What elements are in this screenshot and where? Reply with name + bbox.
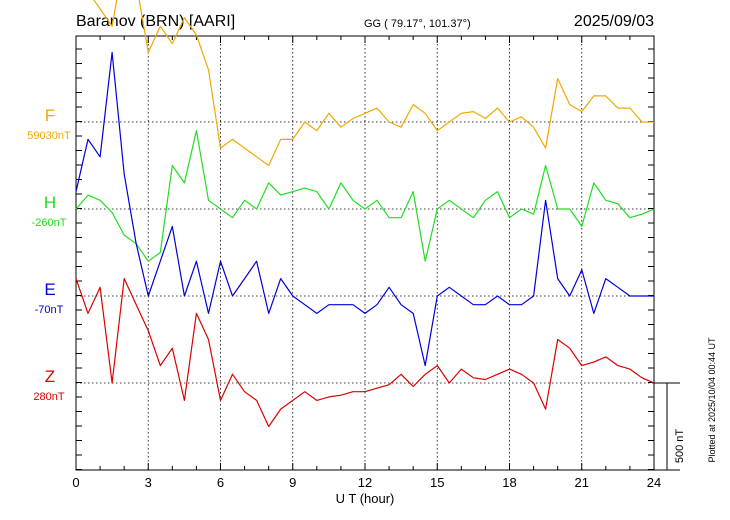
- plotted-timestamp: Plotted at 2025/10/04 00:44 UT: [707, 337, 717, 463]
- series-line-z: [75, 278, 655, 428]
- plot-date: 2025/09/03: [574, 13, 654, 30]
- series-labels: F 59030nT H -260nT E -70nT Z 280nT: [27, 106, 71, 403]
- series-name-e: E: [44, 280, 55, 299]
- x-tick-label: 15: [430, 475, 444, 490]
- x-tick-label: 6: [217, 475, 224, 490]
- x-tick-label: 18: [502, 475, 516, 490]
- x-tick-label: 9: [289, 475, 296, 490]
- x-tick-label: 0: [72, 475, 79, 490]
- x-tick-labels: 0 3 6 9 12 15 18 21 24: [72, 475, 661, 490]
- series-name-z: Z: [45, 367, 55, 386]
- x-tick-label: 12: [358, 475, 372, 490]
- series-baseline-e: -70nT: [35, 304, 64, 316]
- scale-bar-label: 500 nT: [674, 429, 686, 464]
- series-lines: [75, 0, 655, 428]
- x-tick-label: 3: [145, 475, 152, 490]
- series-name-f: F: [45, 106, 55, 125]
- series-line-h: [75, 130, 655, 262]
- scale-bar: 500 nT: [654, 382, 686, 471]
- grid: [147, 36, 583, 470]
- series-name-h: H: [44, 193, 56, 212]
- series-line-f: [93, 0, 654, 167]
- series-line-e: [75, 51, 654, 367]
- series-baseline-f: 59030nT: [27, 130, 71, 142]
- series-baseline-z: 280nT: [33, 391, 64, 403]
- x-axis-label: U T (hour): [336, 491, 395, 506]
- x-tick-label: 24: [647, 475, 661, 490]
- station-coordinates: GG ( 79.17°, 101.37°): [364, 18, 471, 30]
- x-tick-label: 21: [575, 475, 589, 490]
- series-baseline-h: -260nT: [32, 217, 67, 229]
- station-title: Baranov (BRN) [AARI]: [76, 13, 235, 30]
